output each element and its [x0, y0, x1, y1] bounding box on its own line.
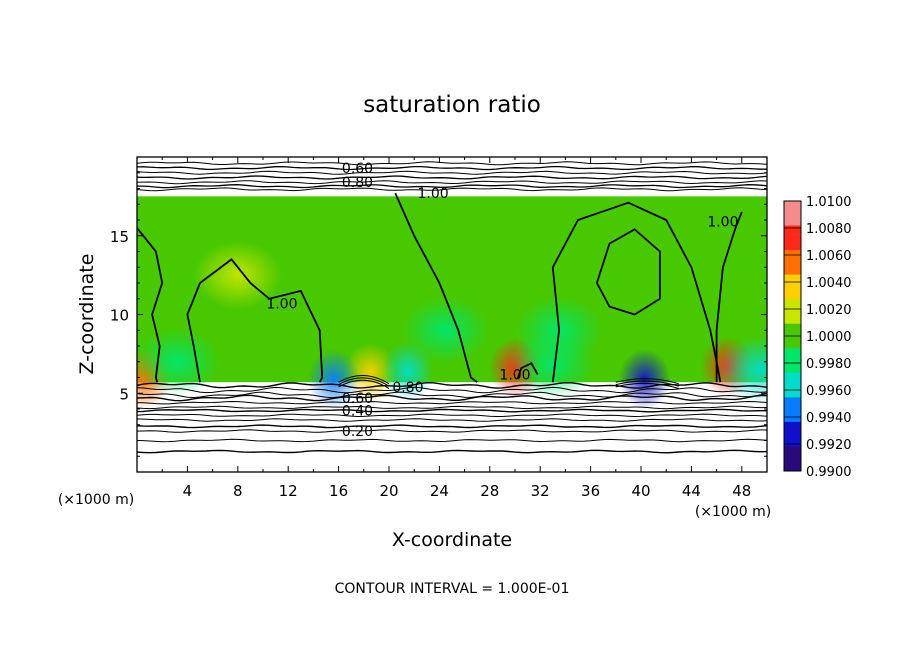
colorbar-swatch [784, 446, 801, 472]
x-tick-label: 28 [480, 482, 499, 500]
contour-line [137, 184, 767, 189]
x-tick-label: 16 [329, 482, 348, 500]
contour-line [137, 449, 767, 454]
contour-line [615, 378, 679, 385]
contour-line [137, 187, 767, 192]
x-tick-label: 32 [531, 482, 550, 500]
colorbar-label: 0.9980 [806, 357, 852, 372]
y-tick-label: 15 [110, 228, 129, 246]
x-tick-label: 44 [682, 482, 701, 500]
colorbar-swatch [784, 250, 801, 275]
contour-line [137, 170, 767, 175]
x-tick-label: 20 [379, 482, 398, 500]
contour-interval-note: CONTOUR INTERVAL = 1.000E-01 [335, 581, 570, 597]
contour-lines [137, 161, 767, 454]
colorbar-label: 1.0100 [806, 195, 852, 210]
x-tick-label: 24 [430, 482, 449, 500]
colorbar-label: 0.9940 [806, 411, 852, 426]
colorbar-label: 1.0080 [806, 222, 852, 237]
y-axis-ticks: 5 10 15 [110, 172, 767, 457]
colorbar: 1.0100 1.0080 1.0060 1.0040 1.0020 1.0000 0.99… [783, 195, 852, 480]
contour-labels: 0.600.801.001.001.001.000.800.600.400.20 [266, 161, 738, 440]
colorbar-swatch [784, 421, 801, 447]
colorbar-swatch [784, 274, 801, 300]
contour-line [137, 394, 767, 402]
x-tick-label: 36 [581, 482, 600, 500]
contour-label: 0.80 [392, 380, 423, 396]
contour-label: 1.00 [418, 186, 449, 202]
contour-line [338, 377, 390, 387]
colorbar-label: 1.0060 [806, 249, 852, 264]
x-axis-label: X-coordinate [392, 529, 512, 551]
contour-line [596, 228, 661, 316]
contour-line [394, 192, 478, 383]
contour-line [186, 258, 324, 383]
colorbar-swatch [784, 299, 801, 325]
contour-line [551, 201, 722, 383]
colorbar-label: 1.0000 [806, 330, 852, 345]
contour-label: 1.00 [499, 367, 530, 383]
contour-line [516, 362, 539, 380]
colorbar-swatch [784, 397, 801, 423]
x-tick-label: 40 [631, 482, 650, 500]
contour-label: 0.80 [342, 175, 373, 191]
chart-title: saturation ratio [363, 92, 541, 118]
contour-label: 0.60 [342, 391, 373, 407]
contour-label: 1.00 [707, 215, 738, 231]
y-tick-label: 5 [119, 385, 129, 403]
contour-line [137, 413, 767, 418]
x-tick-label: 4 [183, 482, 193, 500]
x-axis-ticks: 4 8 12 16 20 24 28 32 36 40 44 48 [161, 157, 751, 500]
colorbar-label: 0.9920 [806, 438, 852, 453]
y-tick-label: 10 [110, 307, 129, 325]
x-tick-label: 12 [279, 482, 298, 500]
contour-label: 0.20 [342, 424, 373, 440]
contour-line [137, 391, 767, 399]
contour-label: 0.40 [342, 404, 373, 420]
x-tick-label: 8 [233, 482, 243, 500]
contour-line [137, 386, 767, 394]
x-unit-right: (×1000 m) [695, 504, 771, 520]
colorbar-swatch [784, 372, 801, 398]
contour-label: 0.60 [342, 161, 373, 177]
y-axis-label: Z-coordinate [76, 254, 98, 375]
contour-line [615, 382, 679, 390]
contour-line [137, 424, 767, 429]
contour-line [137, 400, 767, 405]
contour-line [137, 180, 767, 185]
contour-line [137, 227, 164, 383]
x-tick-label: 48 [732, 482, 751, 500]
contour-line [137, 161, 767, 166]
contour-line [137, 438, 767, 443]
colorbar-swatch [784, 225, 801, 251]
field-anomaly [193, 241, 282, 310]
colorbar-label: 0.9900 [806, 465, 852, 480]
x-unit-left: (×1000 m) [58, 492, 134, 508]
contour-line [137, 165, 767, 171]
plot-area: 0.600.801.001.001.001.000.800.600.400.20 [136, 156, 768, 473]
contour-line [137, 408, 767, 413]
field-anomaly [307, 349, 360, 410]
colorbar-swatch [784, 201, 801, 226]
contour-label: 1.00 [266, 296, 297, 312]
contour-line [137, 175, 767, 180]
colorbar-label: 1.0020 [806, 303, 852, 318]
colorbar-label: 1.0040 [806, 276, 852, 291]
contour-line [615, 380, 679, 387]
field-anomaly [401, 296, 490, 365]
contour-line [338, 379, 390, 389]
contour-line [137, 429, 767, 433]
contour-line [338, 375, 390, 385]
colorbar-swatch [784, 348, 801, 374]
field-anomaly [578, 256, 667, 325]
contour-line [715, 211, 743, 383]
contour-line [137, 405, 767, 410]
colorbar-label: 0.9960 [806, 384, 852, 399]
contour-line [137, 418, 767, 422]
